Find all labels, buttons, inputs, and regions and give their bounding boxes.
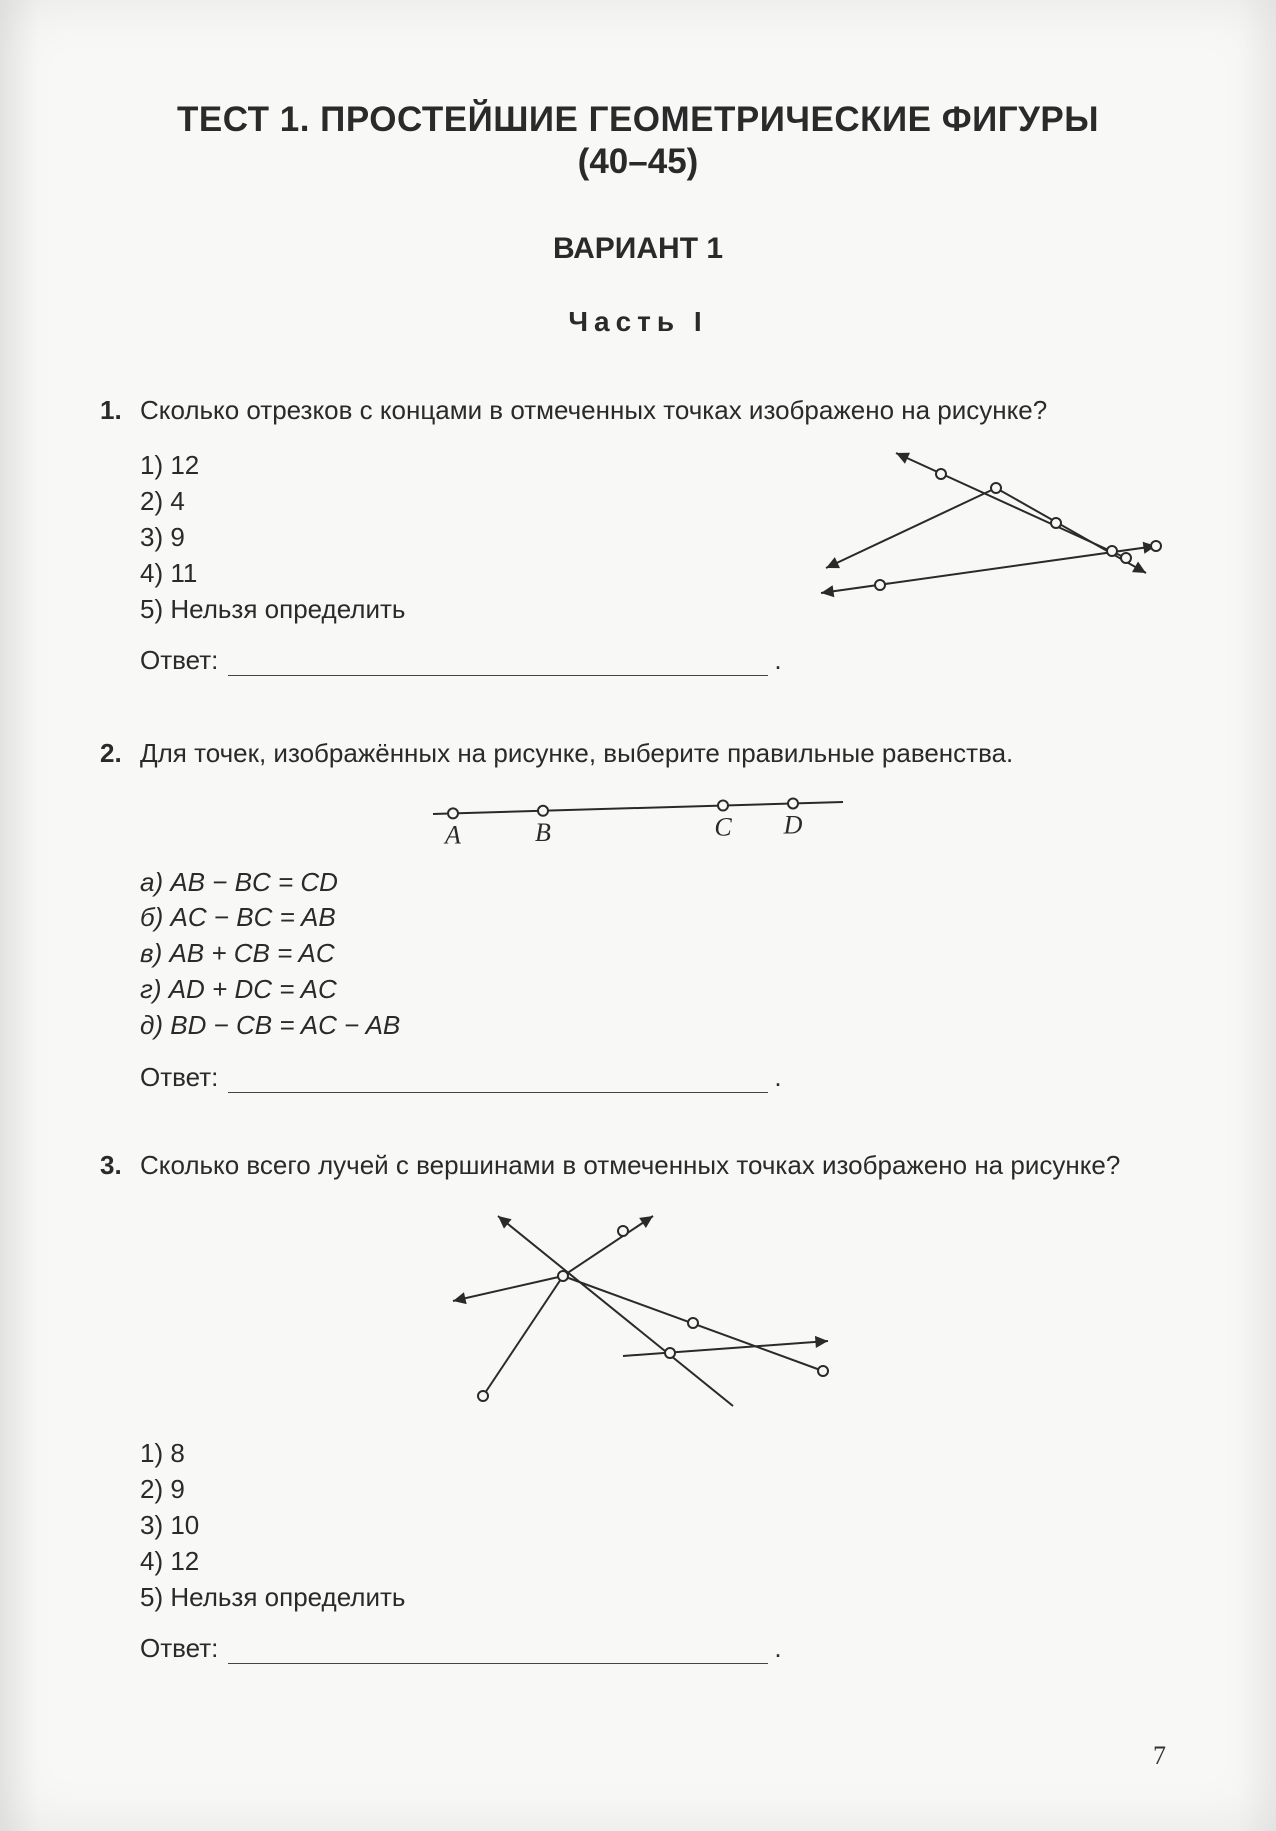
q2-answer-row: Ответ: . [140,1062,1176,1093]
q3-answer-row: Ответ: . [140,1633,1176,1664]
question-2: 2. Для точек, изображённых на рисунке, в… [100,736,1176,1092]
q2-options: а) AB − BC = CD б) AC − BC = AB в) AB + … [140,865,1176,1044]
q1-answer-line[interactable] [228,647,768,677]
q3-option-4: 4) 12 [140,1544,1176,1580]
worksheet-page: ТЕСТ 1. ПРОСТЕЙШИЕ ГЕОМЕТРИЧЕСКИЕ ФИГУРЫ… [0,0,1276,1831]
q3-options: 1) 8 2) 9 3) 10 4) 12 5) Нельзя определи… [140,1436,1176,1615]
question-1: 1. Сколько отрезков с концами в отмеченн… [100,393,1176,676]
q1-option-2: 2) 4 [140,484,796,520]
variant-heading: ВАРИАНТ 1 [100,232,1176,266]
q1-number: 1. [100,393,140,428]
question-3: 3. Сколько всего лучей с вершинами в отм… [100,1148,1176,1664]
q1-option-4: 4) 11 [140,556,796,592]
q3-number: 3. [100,1148,140,1183]
svg-text:D: D [783,810,803,839]
q3-answer-line[interactable] [228,1635,768,1665]
q3-text: Сколько всего лучей с вершинами в отмече… [140,1148,1176,1183]
svg-text:C: C [714,812,732,841]
page-title-line1: ТЕСТ 1. ПРОСТЕЙШИЕ ГЕОМЕТРИЧЕСКИЕ ФИГУРЫ [100,100,1176,140]
q3-option-5: 5) Нельзя определить [140,1580,1176,1616]
q3-option-1: 1) 8 [140,1436,1176,1472]
q3-answer-label: Ответ: [140,1633,218,1664]
q1-options: 1) 12 2) 4 3) 9 4) 11 5) Нельзя определи… [140,448,796,627]
part-heading: Часть I [100,306,1176,338]
page-title-line2: (40–45) [100,142,1176,182]
q1-answer-label: Ответ: [140,645,218,676]
q1-answer-row: Ответ: . [140,645,1176,676]
svg-text:A: A [443,820,461,849]
q2-option-a: а) AB − BC = CD [140,865,1176,901]
q1-text: Сколько отрезков с концами в отмеченных … [140,393,1176,428]
q2-text: Для точек, изображённых на рисунке, выбе… [140,736,1176,771]
q2-option-c: в) AB + CB = AC [140,936,1176,972]
q2-option-b: б) AC − BC = AB [140,900,1176,936]
q3-option-3: 3) 10 [140,1508,1176,1544]
q1-option-3: 3) 9 [140,520,796,556]
q2-option-d: г) AD + DC = AC [140,972,1176,1008]
q2-number: 2. [100,736,140,771]
q1-option-5: 5) Нельзя определить [140,592,796,628]
q2-answer-label: Ответ: [140,1062,218,1093]
svg-text:B: B [535,817,551,846]
q3-figure [423,1201,853,1426]
q1-option-1: 1) 12 [140,448,796,484]
q3-option-2: 2) 9 [140,1472,1176,1508]
page-number: 7 [1153,1741,1166,1771]
q1-figure [796,438,1166,623]
q2-option-e: д) BD − CB = AC − AB [140,1008,1176,1044]
q2-answer-line[interactable] [228,1063,768,1093]
q2-figure: A B C D [423,790,853,855]
